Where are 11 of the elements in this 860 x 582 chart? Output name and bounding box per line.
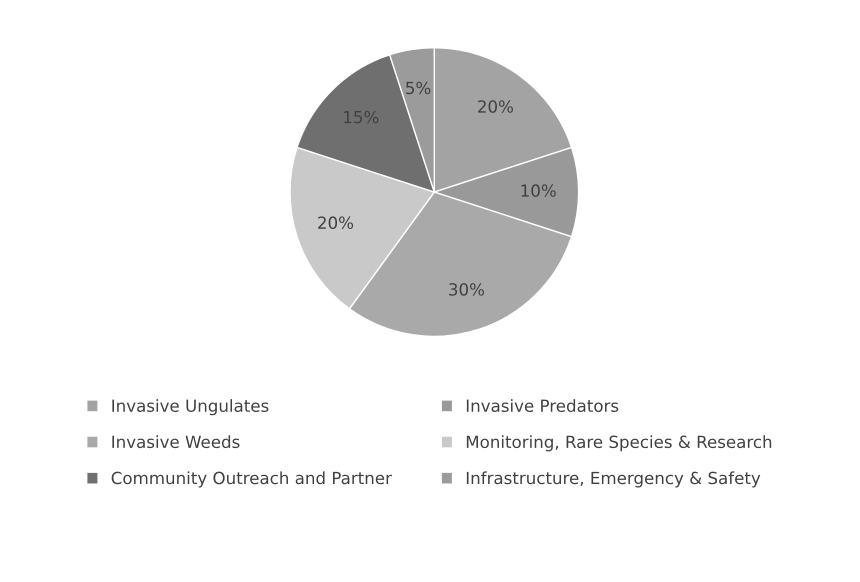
- data-label: 30%: [449, 283, 484, 296]
- legend-label: Monitoring, Rare Species & Research: [466, 435, 772, 452]
- data-label: 5%: [406, 82, 430, 94]
- legend-label: Invasive Weeds: [112, 435, 240, 448]
- legend-label: Infrastructure, Emergency & Safety: [466, 471, 760, 488]
- legend-label: Invasive Predators: [466, 399, 618, 412]
- data-label: 20%: [318, 216, 354, 230]
- legend-label: Community Outreach and Partner: [112, 471, 392, 488]
- data-label: 10%: [522, 184, 556, 197]
- legend-label: Invasive Ungulates: [112, 399, 268, 416]
- data-label: 20%: [478, 100, 513, 113]
